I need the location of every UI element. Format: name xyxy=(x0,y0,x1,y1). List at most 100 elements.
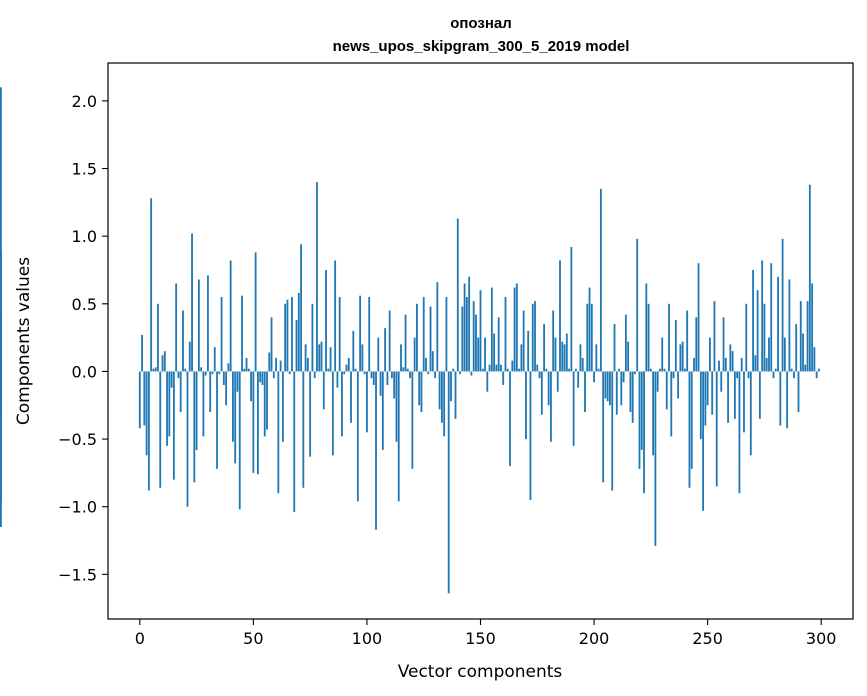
bar xyxy=(477,337,480,372)
bar xyxy=(670,371,673,437)
bar xyxy=(761,260,764,372)
bar xyxy=(200,367,203,372)
bar xyxy=(222,371,225,385)
bar xyxy=(272,371,275,379)
bar xyxy=(250,371,253,402)
bar xyxy=(245,357,248,372)
bar xyxy=(306,357,309,372)
bar xyxy=(727,371,729,423)
bar xyxy=(797,371,800,413)
bar xyxy=(665,371,668,410)
bar xyxy=(279,360,282,372)
bar xyxy=(481,368,484,372)
bar xyxy=(813,347,816,372)
bar xyxy=(386,371,389,385)
bar xyxy=(375,371,377,530)
bar xyxy=(241,295,243,372)
bar xyxy=(609,371,611,406)
bar xyxy=(581,357,584,372)
bar xyxy=(756,290,759,372)
bar xyxy=(624,314,627,372)
bar xyxy=(406,368,409,372)
bar xyxy=(402,367,405,372)
bar xyxy=(818,368,820,372)
bar xyxy=(513,287,516,372)
bar xyxy=(475,314,477,372)
y-tick-label: −0.5 xyxy=(58,430,97,449)
bar xyxy=(252,371,255,473)
bar xyxy=(293,371,296,513)
bar xyxy=(320,341,323,372)
bar xyxy=(0,371,2,415)
bar xyxy=(304,344,307,372)
bar xyxy=(445,297,448,372)
bar xyxy=(338,297,341,372)
bar xyxy=(397,371,400,502)
bar xyxy=(527,330,530,372)
bar xyxy=(511,360,514,372)
bar xyxy=(409,371,411,379)
bar xyxy=(172,371,175,480)
chart-title: опознал xyxy=(450,15,512,32)
bar xyxy=(297,292,300,372)
bar xyxy=(254,252,257,372)
bars-group xyxy=(0,87,820,594)
bar xyxy=(170,371,173,388)
bar xyxy=(232,371,234,442)
bar xyxy=(488,364,491,372)
bar xyxy=(561,341,564,372)
bar xyxy=(774,368,777,372)
bar xyxy=(161,355,164,372)
bar xyxy=(802,333,804,372)
bar xyxy=(234,371,237,464)
bar xyxy=(195,371,198,450)
bar xyxy=(238,371,241,510)
bar xyxy=(808,184,811,372)
bar xyxy=(731,351,734,372)
bar xyxy=(218,371,221,375)
bar xyxy=(286,299,289,372)
bar xyxy=(152,368,155,372)
bar xyxy=(295,320,298,372)
bar xyxy=(309,371,312,457)
bar xyxy=(629,371,632,413)
bar xyxy=(366,371,368,433)
bar xyxy=(479,290,482,372)
bar xyxy=(636,238,639,372)
bar xyxy=(227,363,230,372)
bar xyxy=(790,368,793,372)
bar xyxy=(356,371,359,502)
y-tick-label: −1.5 xyxy=(58,565,97,584)
bar xyxy=(257,371,259,475)
bar xyxy=(550,371,552,442)
bar xyxy=(768,337,770,372)
bar xyxy=(313,371,316,379)
bar xyxy=(718,360,720,372)
bar xyxy=(752,269,754,372)
bar xyxy=(331,371,334,456)
bar xyxy=(643,371,645,494)
bar xyxy=(168,371,171,437)
bar xyxy=(311,303,314,372)
bar xyxy=(493,333,496,372)
bar xyxy=(522,310,525,372)
bar xyxy=(204,371,207,376)
bar xyxy=(634,371,636,375)
bar xyxy=(404,314,407,372)
bar xyxy=(429,306,432,372)
bar xyxy=(765,357,768,372)
bar xyxy=(754,355,757,372)
bar xyxy=(604,371,607,399)
bar xyxy=(690,371,693,469)
bar xyxy=(318,344,321,372)
bar xyxy=(758,371,761,419)
bar xyxy=(556,371,559,392)
bar xyxy=(736,371,739,379)
bar xyxy=(316,182,318,372)
x-tick-label: 100 xyxy=(352,629,383,648)
bar xyxy=(209,371,212,413)
bar xyxy=(645,283,648,372)
bar xyxy=(270,317,273,372)
bar xyxy=(334,260,337,372)
bar xyxy=(529,371,532,500)
